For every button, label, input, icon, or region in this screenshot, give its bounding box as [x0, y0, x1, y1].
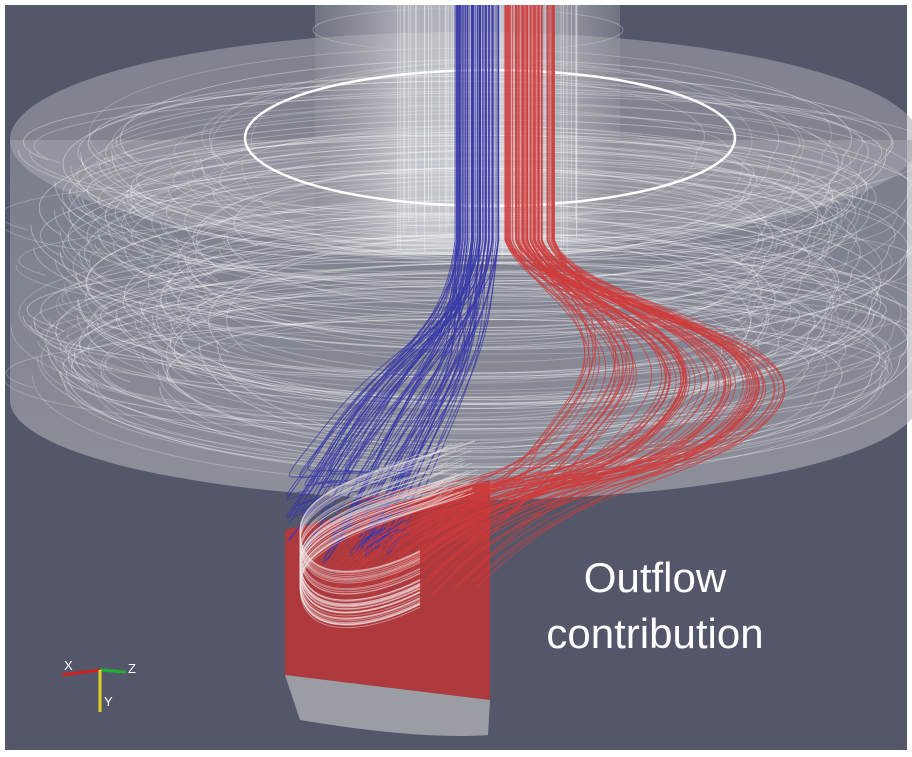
axis-label: Y: [104, 694, 113, 709]
axis-label: Z: [128, 661, 136, 676]
render-view: Outflow contribution X Z Y: [0, 0, 912, 757]
annotation-line: contribution: [546, 610, 763, 657]
z-axis-arrow: [100, 670, 126, 672]
page: Outflow contribution X Z Y (() => { cons…: [0, 0, 912, 757]
axis-label: X: [64, 658, 73, 673]
annotation-line: Outflow: [584, 554, 727, 601]
